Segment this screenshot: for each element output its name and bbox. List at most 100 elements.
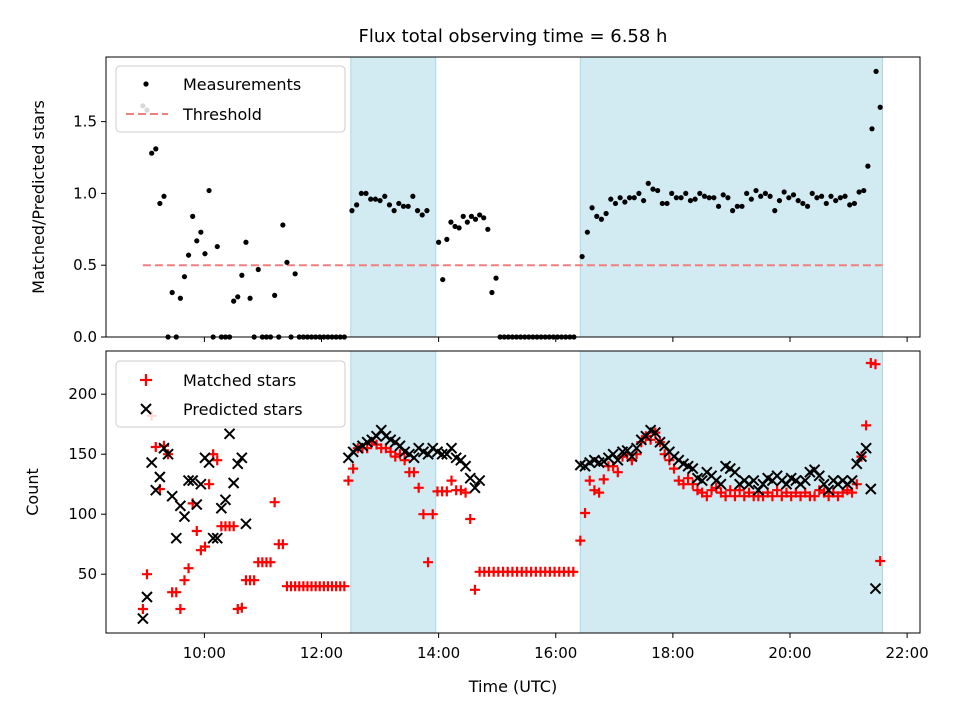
legend-marker-predicted-stars <box>140 403 152 415</box>
bottom-y-ticks: 50 100 150 200 <box>68 385 106 583</box>
y-tick-label: 100 <box>68 505 97 523</box>
measurements-point <box>873 68 879 74</box>
measurements-point <box>594 213 600 219</box>
top-legend: Measurements Threshold <box>115 65 346 133</box>
shaded-region-2 <box>579 56 884 338</box>
matched-stars-point <box>584 475 595 486</box>
matched-stars-point <box>199 541 210 552</box>
measurements-point <box>477 212 483 218</box>
matched-stars-point <box>339 581 350 592</box>
legend-label-threshold: Threshold <box>182 105 262 124</box>
predicted-stars-point <box>158 442 170 454</box>
measurements-point <box>243 239 249 245</box>
top-x-ticks <box>203 337 908 342</box>
y-tick-label: 1.5 <box>73 113 97 131</box>
measurements-point <box>198 229 204 235</box>
predicted-stars-point <box>219 494 232 506</box>
y-tick-label: 1.0 <box>73 184 97 202</box>
matched-stars-point <box>228 521 239 532</box>
matched-stars-point <box>141 569 152 580</box>
matched-stars-point <box>701 491 712 502</box>
measurements-point <box>725 195 731 201</box>
measurements-point <box>386 202 393 208</box>
measurements-point <box>720 192 726 198</box>
measurements-point <box>354 202 360 208</box>
matched-stars-point <box>191 526 202 536</box>
matched-stars-point <box>175 604 186 614</box>
measurements-point <box>489 289 495 296</box>
measurements-point <box>865 163 871 169</box>
measurements-point <box>744 190 750 197</box>
measurements-point <box>440 276 446 283</box>
matched-stars-point <box>469 584 480 595</box>
matched-stars-point <box>236 602 247 613</box>
measurements-point <box>485 226 491 232</box>
predicted-stars-point <box>696 474 708 487</box>
measurements-point <box>626 195 633 201</box>
measurements-point <box>869 126 875 132</box>
measurements-point <box>464 219 470 225</box>
predicted-stars-point <box>150 484 162 496</box>
measurements-point <box>603 210 609 217</box>
measurements-point <box>748 196 754 202</box>
matched-stars-point <box>734 485 745 496</box>
measurements-point <box>424 208 430 214</box>
measurements-point <box>790 192 797 198</box>
measurements-point <box>284 259 290 265</box>
predicted-stars-point <box>626 450 638 463</box>
measurements-point <box>584 229 590 235</box>
predicted-stars-point <box>649 426 662 439</box>
measurements-point <box>460 213 466 219</box>
measurements-point <box>214 243 220 250</box>
predicted-stars-point <box>232 458 244 470</box>
matched-stars-point <box>720 491 731 502</box>
predicted-stars-point <box>813 470 825 482</box>
matched-stars-point <box>870 359 881 370</box>
predicted-stars-point <box>799 474 811 487</box>
top-plot-frame <box>105 56 921 338</box>
measurements-point <box>645 180 651 186</box>
predicted-stars-point <box>191 498 203 511</box>
y-tick-label: 50 <box>78 565 97 583</box>
measurements-point <box>664 200 670 207</box>
measurements-point <box>650 186 656 192</box>
measurements-point <box>823 200 829 207</box>
measurements-point <box>837 195 843 201</box>
measurements-point <box>419 212 425 218</box>
legend-label-predicted-stars: Predicted stars <box>183 400 303 419</box>
top-y-axis-label: Matched/Predicted stars <box>29 100 48 294</box>
predicted-stars-point <box>822 484 835 496</box>
x-tick-label: 16:00 <box>534 644 577 662</box>
predicted-stars-point <box>207 532 219 544</box>
predicted-stars-point <box>236 452 248 464</box>
measurements-point <box>280 222 286 228</box>
predicted-stars-point <box>459 460 472 472</box>
measurements-point <box>636 190 642 197</box>
measurements-point <box>856 189 862 195</box>
matched-stars-point <box>183 563 194 574</box>
measurements-point <box>772 208 778 214</box>
x-tick-label: 20:00 <box>768 644 811 662</box>
measurements-point <box>608 196 614 202</box>
measurements-point <box>776 197 783 204</box>
top-y-ticks: 0.0 0.5 1.0 1.5 <box>73 113 106 346</box>
matched-stars-point <box>385 446 396 457</box>
measurements-point <box>861 187 867 194</box>
matched-stars-point <box>465 514 476 524</box>
y-tick-label: 150 <box>68 445 97 463</box>
legend-label-matched-stars: Matched stars <box>183 371 296 390</box>
predicted-stars-point <box>687 462 699 475</box>
measurements-point <box>697 190 703 197</box>
predicted-stars-point <box>215 502 228 514</box>
measurements-point <box>247 295 253 301</box>
predicted-stars-point <box>729 466 741 478</box>
top-shaded-regions <box>350 56 884 338</box>
measurements-point <box>363 190 369 197</box>
measurements-point <box>452 223 458 230</box>
legend-label-measurements: Measurements <box>183 75 301 94</box>
measurements-point <box>683 190 689 197</box>
measurements-point <box>612 200 619 207</box>
measurements-point <box>631 195 637 201</box>
measurements-point <box>579 253 585 260</box>
